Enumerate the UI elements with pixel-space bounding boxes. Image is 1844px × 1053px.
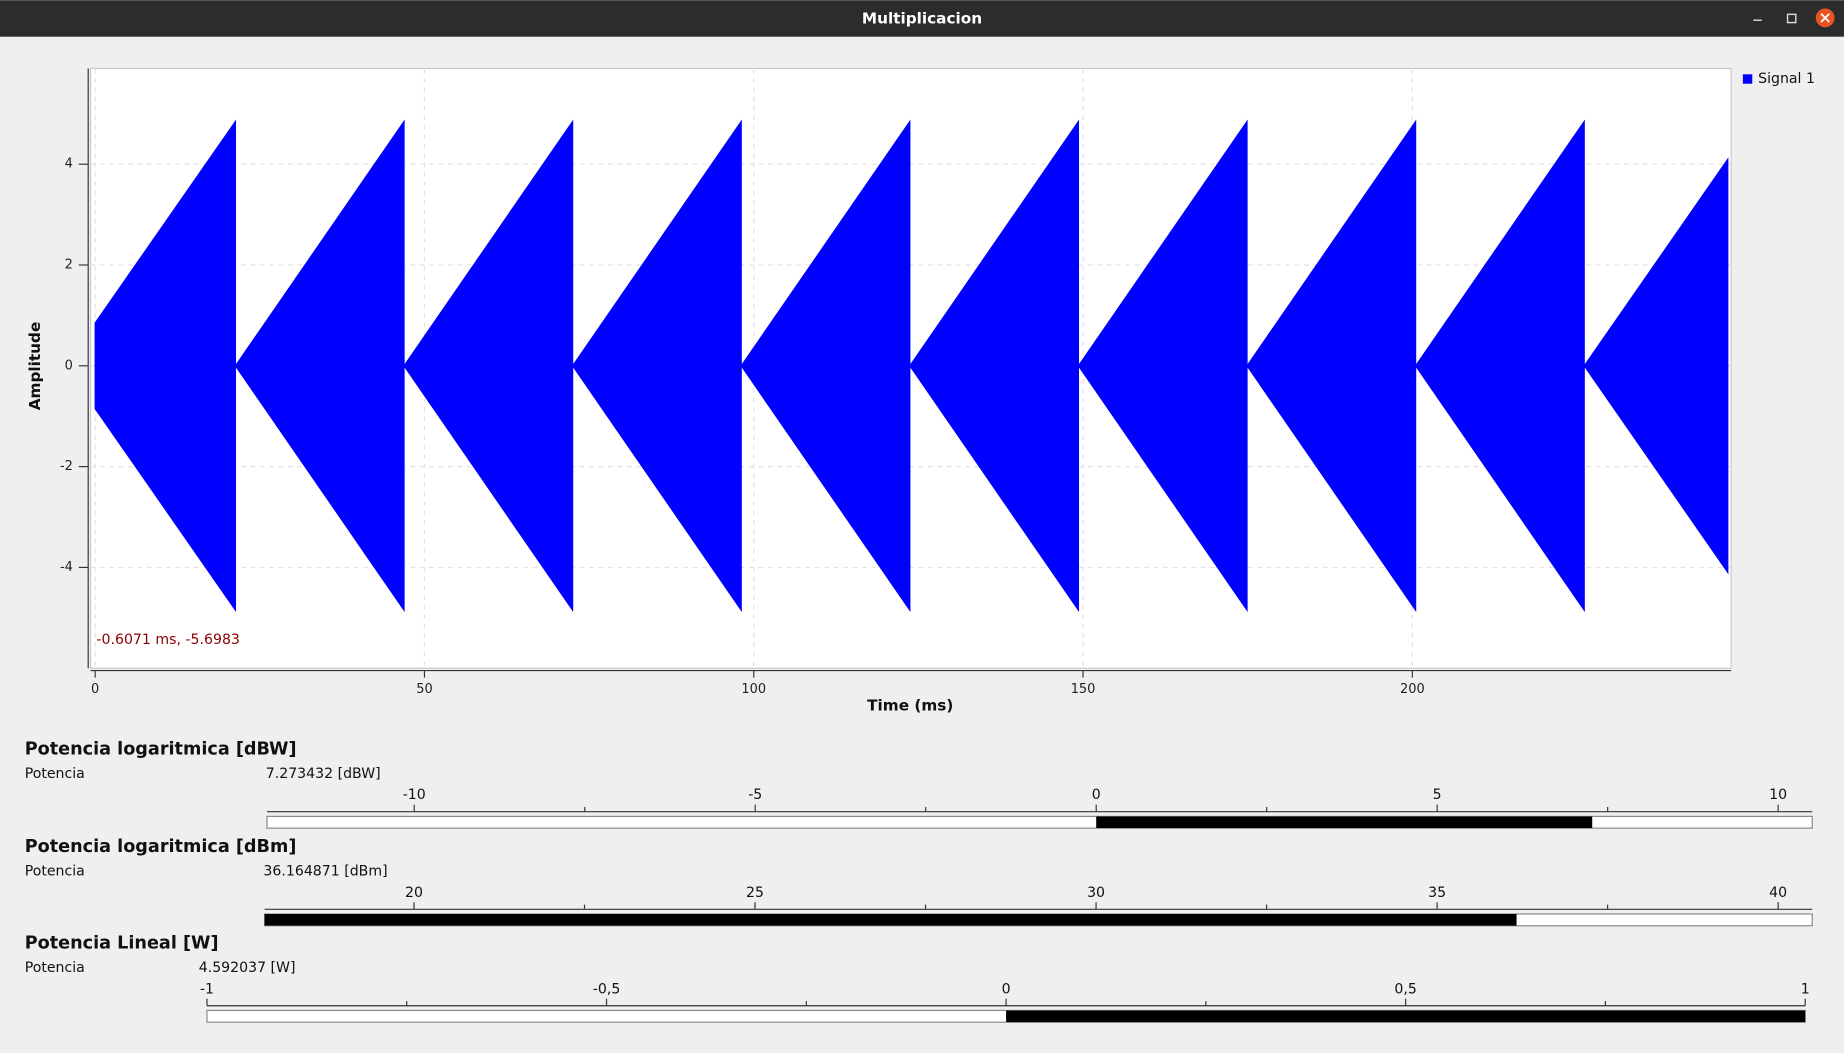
x-tick-label: 50 — [416, 682, 432, 697]
gauge-title: Potencia logaritmica [dBW] — [25, 739, 297, 759]
close-icon[interactable] — [1820, 13, 1830, 23]
x-tick-label: 0 — [91, 682, 99, 697]
gauge-tick-label: -10 — [403, 787, 426, 803]
x-tick-label: 150 — [1071, 682, 1096, 697]
legend-swatch — [1742, 74, 1753, 84]
gauge-tick-label: 0,5 — [1394, 981, 1416, 997]
gauge-bar — [264, 913, 1517, 926]
gauge-bar — [1006, 1010, 1806, 1023]
legend-label: Signal 1 — [1758, 71, 1815, 87]
gauge-tick-label: 35 — [1428, 885, 1446, 901]
gauge-title: Potencia logaritmica [dBm] — [25, 837, 297, 857]
gauge: Potencia logaritmica [dBW] Potencia 7.2734… — [25, 739, 1813, 829]
close-button[interactable] — [1815, 8, 1835, 28]
y-tick-label: 0 — [65, 358, 73, 373]
y-tick-label: -4 — [60, 560, 73, 575]
maximize-button[interactable] — [1786, 13, 1797, 24]
signal-area — [94, 363, 1729, 613]
cursor-readout: -0.6071 ms, -5.6983 — [96, 632, 239, 648]
gauge-tick-label: 0 — [1092, 787, 1101, 803]
y-axis-label: Amplitude — [26, 322, 44, 411]
gauge-value: 4.592037 [W] — [199, 960, 296, 976]
gauge-bar — [1096, 816, 1593, 829]
x-axis-label: Time (ms) — [867, 696, 953, 714]
x-tick-label: 200 — [1400, 682, 1425, 697]
gauge-tick-label: 20 — [405, 885, 423, 901]
gauge-tick-label: 0 — [1002, 981, 1011, 997]
gauge: Potencia Lineal [W] Potencia 4.592037 [W] -… — [25, 933, 1810, 1023]
window-title: Multiplicacion — [862, 10, 982, 28]
gauge-tick-label: -1 — [200, 981, 214, 997]
gauge: Potencia logaritmica [dBm] Potencia 36.164… — [25, 837, 1813, 927]
gauge-track — [266, 815, 1813, 829]
gauge-value: 36.164871 [dBm] — [263, 864, 387, 880]
plot: 0 50 100 150 200 -4 -2 0 2 4 Signal 1 -0.6071 ms, -… — [26, 68, 1815, 714]
gauge-tick-label: 25 — [746, 885, 764, 901]
gauge-tick-label: 40 — [1769, 885, 1787, 901]
x-tick-label: 100 — [741, 682, 766, 697]
gauge-title: Potencia Lineal [W] — [25, 933, 219, 953]
gauge-tick-label: 30 — [1087, 885, 1105, 901]
gauge-tick-label: 5 — [1433, 787, 1442, 803]
title-bar — [0, 0, 1844, 37]
gauge-tick-label: -5 — [748, 787, 762, 803]
y-tick-label: -2 — [60, 459, 73, 474]
gauge-label: Potencia — [25, 864, 85, 880]
gauge-value: 7.273432 [dBW] — [266, 766, 381, 782]
gauge-tick-label: 1 — [1801, 981, 1810, 997]
gauges: Potencia logaritmica [dBW] Potencia 7.2734… — [25, 739, 1813, 1023]
gauge-tick-label: -0,5 — [593, 981, 621, 997]
y-tick-label: 4 — [65, 157, 73, 172]
gauge-tick-label: 10 — [1769, 787, 1787, 803]
y-tick-label: 2 — [65, 258, 73, 273]
gauge-label: Potencia — [25, 960, 85, 976]
gauge-label: Potencia — [25, 766, 85, 782]
